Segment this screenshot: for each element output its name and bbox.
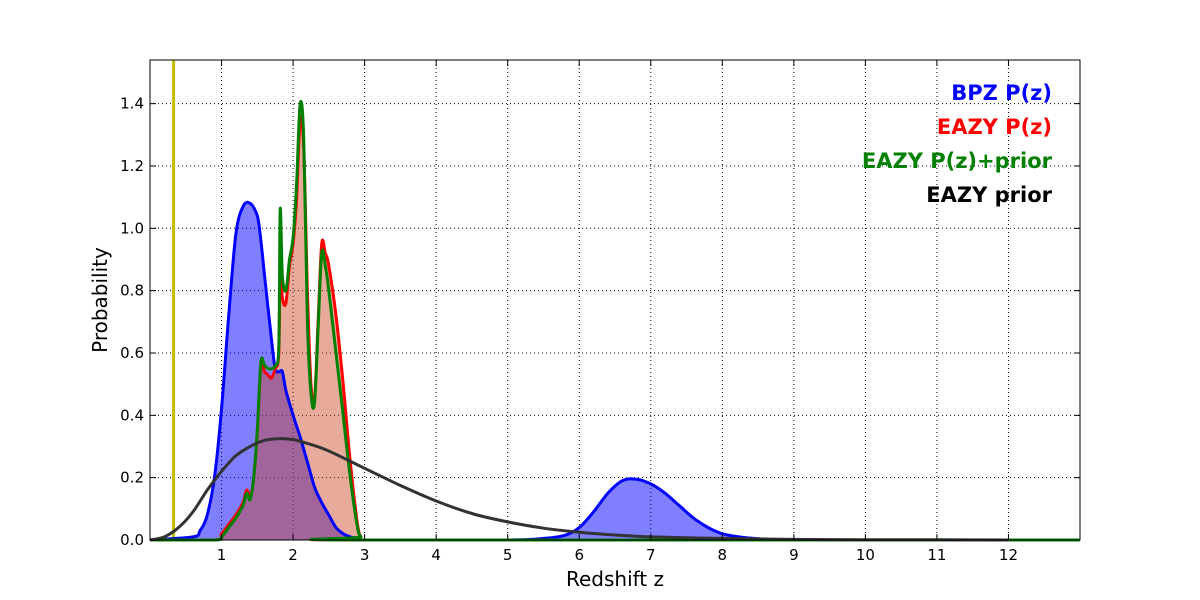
x-tick-label: 4: [431, 546, 441, 564]
eazy-prior-line: [149, 437, 1009, 542]
x-tick-label: 6: [574, 546, 584, 564]
y-tick-label: 0.2: [120, 469, 144, 487]
y-tick-label: 1.0: [120, 219, 144, 237]
x-tick-label: 2: [288, 546, 298, 564]
legend-entry-bpz-p-z: BPZ P(z): [951, 81, 1052, 105]
y-tick-label: 0.4: [120, 406, 144, 424]
x-tick-label: 7: [646, 546, 656, 564]
x-tick-label: 9: [789, 546, 799, 564]
series-fills: [150, 116, 1080, 540]
legend: BPZ P(z) EAZY P(z) EAZY P(z)+prior EAZY pri…: [862, 81, 1053, 207]
x-tick-label: 8: [718, 546, 728, 564]
y-tick-label: 0.6: [120, 344, 144, 362]
legend-entry-eazy-p-z: EAZY P(z): [937, 115, 1052, 139]
series-lines: [149, 100, 1080, 542]
x-tick-label: 5: [503, 546, 513, 564]
plot-frame: [149, 59, 1081, 541]
bpz-p-z-line: [149, 200, 1080, 542]
y-tick-label: 0.8: [120, 282, 144, 300]
y-axis-label: Probability: [88, 247, 112, 353]
y-tick-label: 1.4: [120, 95, 144, 113]
x-tick-label: 11: [927, 546, 946, 564]
axis-ticks: 1 2 3 4 5 6 7 8 9 10 11 120.00.20.40.60.81.01.21.4: [120, 60, 1080, 564]
x-tick-label: 3: [360, 546, 370, 564]
x-tick-label: 10: [856, 546, 875, 564]
x-tick-label: 1: [217, 546, 227, 564]
eazy-p-z-fill: [150, 116, 1080, 540]
x-axis-label: Redshift z: [566, 567, 664, 591]
legend-entry-eazy-p-z-prior: EAZY P(z)+prior: [862, 149, 1053, 173]
x-tick-label: 12: [999, 546, 1018, 564]
legend-entry-eazy-prior: EAZY prior: [926, 183, 1052, 207]
eazy-p-z-prior-line: [150, 100, 1080, 542]
y-tick-label: 0.0: [120, 531, 144, 549]
y-tick-label: 1.2: [120, 157, 144, 175]
